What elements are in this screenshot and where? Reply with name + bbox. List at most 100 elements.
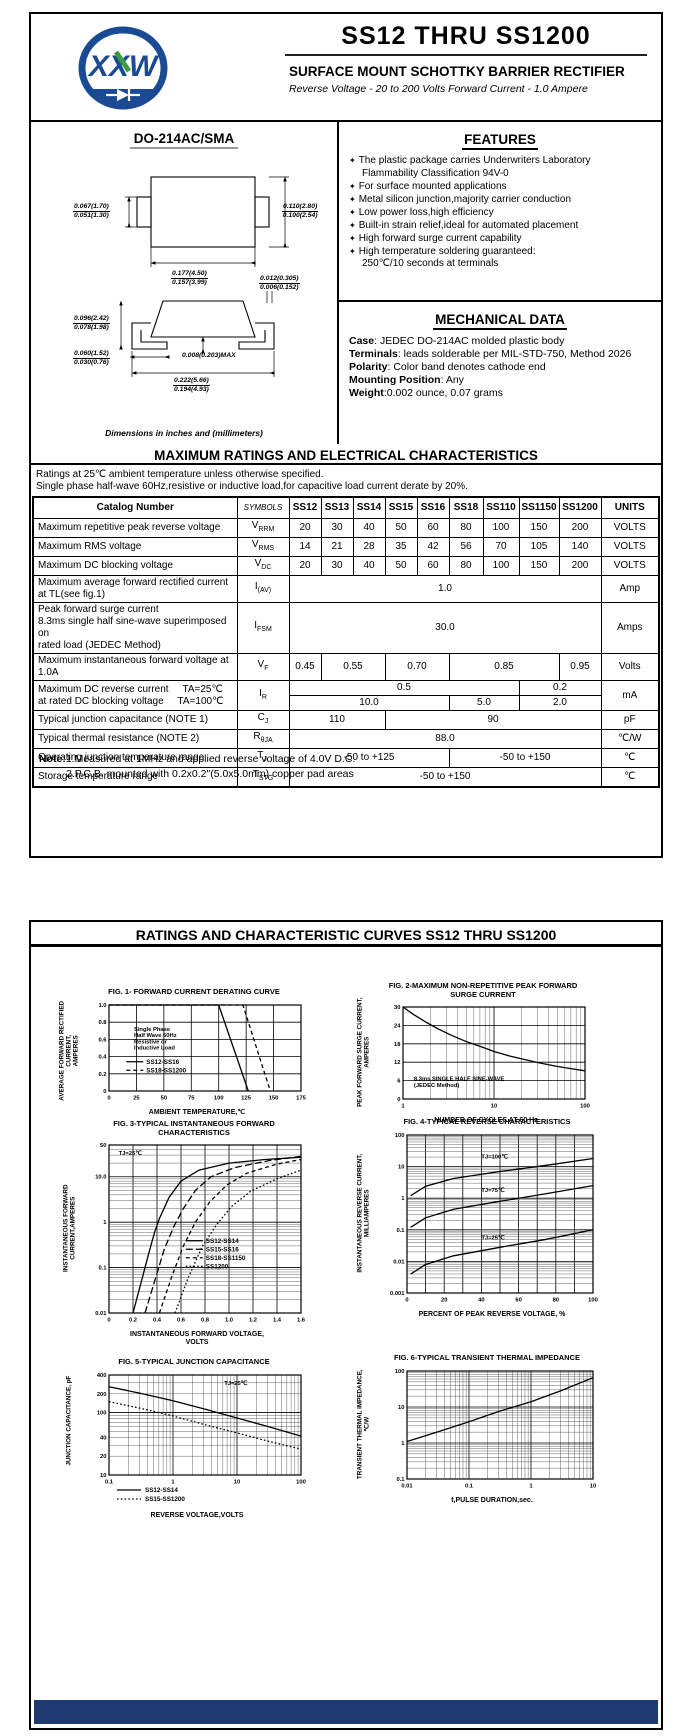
value-cell: 5.0 [448, 695, 520, 711]
parameter-label-cell: Maximum RMS voltage [32, 537, 238, 557]
svg-text:0.001: 0.001 [390, 1291, 405, 1297]
svg-text:0.1: 0.1 [465, 1483, 474, 1489]
company-logo: XXW [78, 26, 168, 110]
svg-text:1: 1 [401, 1196, 405, 1202]
svg-text:100: 100 [395, 1369, 405, 1375]
ratings-conditions: Ratings at 25℃ ambient temperature unles… [36, 469, 656, 493]
column-divider [337, 122, 339, 444]
svg-text:SS18-SS1200: SS18-SS1200 [146, 1067, 186, 1074]
parameter-label-cell: Maximum instantaneous forward voltage at… [32, 653, 238, 681]
fig4-y-axis-label: INSTANTANEOUS REVERSE CURRENT, MILLIAMPE… [355, 1153, 370, 1273]
svg-text:1: 1 [401, 1441, 405, 1447]
fig6-y-axis-label: TRANSIENT THERMAL IMPEDANCE, ℃/W [355, 1368, 370, 1479]
svg-text:0: 0 [107, 1095, 110, 1101]
value-cell: -50 to +150 [288, 767, 602, 788]
value-cell: 0.95 [558, 653, 602, 681]
value-cell: 0.5 [288, 680, 520, 696]
svg-text:0: 0 [405, 1297, 408, 1303]
package-name: DO-214AC/SMA [129, 131, 239, 149]
svg-text:175: 175 [296, 1095, 306, 1101]
svg-text:1: 1 [103, 1220, 107, 1226]
ratings-table: Catalog Number SYMBOLS SS12 SS13 SS14 SS15 SS1… [32, 496, 660, 788]
fig4-annotation: TJ=25℃ [481, 1234, 505, 1241]
svg-text:0.6: 0.6 [98, 1037, 107, 1043]
ratings-title-band: MAXIMUM RATINGS AND ELECTRICAL CHARACTER… [31, 444, 661, 465]
value-cell: 0.70 [384, 653, 450, 681]
svg-text:30: 30 [394, 1005, 400, 1011]
svg-text:100: 100 [395, 1133, 405, 1139]
header: XXW SS12 THRU SS1200 SURFACE MOUNT SCHOT… [31, 14, 661, 122]
value-cell: 140 [558, 537, 602, 557]
value-cell: 0.2 [518, 680, 602, 696]
svg-text:SS15-SS1200: SS15-SS1200 [145, 1496, 185, 1503]
parameter-label-cell: Maximum repetitive peak reverse voltage [32, 518, 238, 538]
dimension-body_height: 0.110(2.80) 0.100(2.54) [282, 203, 319, 219]
svg-text:100: 100 [588, 1297, 598, 1303]
dimension-tab_height: 0.067(1.70) 0.051(1.30) [73, 203, 110, 219]
feature-item: ✦ High forward surge current capability [349, 232, 522, 244]
mechanical-title: MECHANICAL DATA [433, 312, 567, 330]
svg-text:50: 50 [161, 1095, 167, 1101]
feature-item: ✦ High temperature soldering guaranteed: … [349, 245, 536, 270]
svg-text:0.1: 0.1 [98, 1266, 107, 1272]
parameter-label-cell: Operating junction temperature range [32, 748, 238, 768]
value-cell: 70 [482, 537, 520, 557]
value-cell: 1.0 [288, 575, 602, 603]
value-cell: 35 [384, 537, 418, 557]
svg-text:80: 80 [553, 1297, 559, 1303]
ratings-condition-1: Ratings at 25℃ ambient temperature unles… [36, 469, 324, 480]
value-cell: 0.55 [320, 653, 386, 681]
svg-text:20: 20 [100, 1454, 106, 1460]
value-cell: 150 [518, 556, 560, 576]
value-cell: VOLTS [600, 556, 660, 576]
fig3-annotation: TJ=25℃ [119, 1150, 143, 1157]
fig1-annotation: Single Phase Half Wave 60Hz Resistive or In… [134, 1026, 177, 1051]
svg-text:1.6: 1.6 [297, 1318, 306, 1324]
svg-text:40: 40 [100, 1435, 106, 1441]
symbol-cell: IR [236, 680, 290, 711]
symbol-cell: I(AV) [236, 575, 290, 603]
svg-text:0.8: 0.8 [98, 1020, 107, 1026]
svg-text:75: 75 [188, 1095, 195, 1101]
column-header: SS14 [352, 496, 386, 519]
bullet-icon: ✦ [349, 207, 356, 217]
column-header: Catalog Number [32, 496, 238, 519]
value-cell: ℃ [600, 767, 660, 788]
feature-item: ✦ Built-in strain relief,ideal for automa… [349, 219, 579, 231]
dimension-package_height: 0.096(2.42) 0.078(1.98) [73, 315, 110, 331]
svg-text:10: 10 [398, 1405, 404, 1411]
dimension-standoff: 0.008(0.203)MAX [182, 352, 236, 359]
series-SS15-SS1200 [108, 1400, 302, 1450]
svg-text:1.2: 1.2 [249, 1318, 257, 1324]
column-header: SS18 [448, 496, 484, 519]
value-cell: 60 [416, 518, 450, 538]
series-surge [402, 1006, 586, 1072]
fig5-plot: 0.1 1 10 100 400 200 100 40 20 10 TJ=25℃ SS12-SS14 S… [97, 1373, 306, 1503]
svg-text:0.4: 0.4 [98, 1054, 107, 1060]
title-rule [285, 54, 647, 56]
value-cell: -50 to +125 [288, 748, 450, 768]
parameter-label-cell: Typical thermal resistance (NOTE 2) [32, 729, 238, 749]
fig4-x-axis-label: PERCENT OF PEAK REVERSE VOLTAGE, % [418, 1310, 566, 1318]
value-cell: 80 [448, 518, 484, 538]
parameter-label-cell: Peak forward surge current 8.3ms single h… [32, 602, 238, 654]
value-cell: 30.0 [288, 602, 602, 654]
upper-columns: DO-214AC/SMA [31, 122, 661, 444]
fig2-title: FIG. 2-MAXIMUM NON-REPETITIVE PEAK FORWA… [388, 981, 578, 999]
value-cell: 21 [320, 537, 354, 557]
fig5-y-axis-label: JUNCTION CAPACITANCE, pF [65, 1375, 73, 1466]
svg-text:24: 24 [394, 1023, 401, 1029]
value-cell: 80 [448, 556, 484, 576]
svg-text:60: 60 [515, 1297, 521, 1303]
features-section: FEATURES ✦ The plastic package carries Un… [339, 122, 661, 300]
value-cell: 20 [288, 518, 322, 538]
value-cell: 42 [416, 537, 450, 557]
fig2-x-axis-label: NUMBER OF CYCLES AT 60 Hz [434, 1117, 538, 1124]
column-header: SS13 [320, 496, 354, 519]
value-cell: 56 [448, 537, 484, 557]
svg-text:20: 20 [441, 1297, 447, 1303]
value-cell: 200 [558, 518, 602, 538]
package-outline-drawing: 0.067(1.70) 0.051(1.30) 0.110(2.80) 0.100(2… [31, 151, 337, 403]
fig3-y-axis-label: INSTANTANEOUS FORWARD CURRENT,AMPERES [61, 1184, 76, 1272]
